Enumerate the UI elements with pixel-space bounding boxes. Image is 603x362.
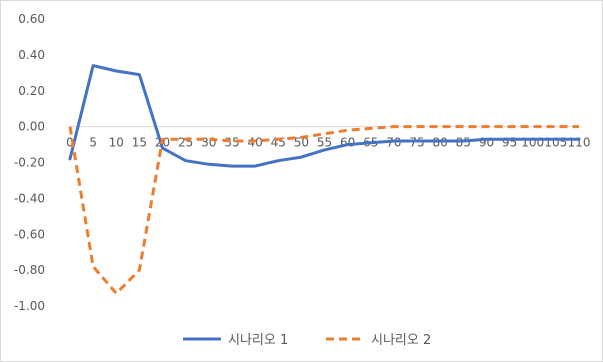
x-tick-label: 75	[409, 136, 424, 150]
y-tick-label: 0.20	[18, 84, 45, 98]
x-tick-label: 80	[433, 136, 448, 150]
x-tick-label: 60	[340, 136, 355, 150]
y-axis-labels: 0.60 0.40 0.20 0.00 -0.20 -0.40 -0.60 -0.80 -1.0…	[14, 12, 45, 313]
y-tick-label: 0.60	[18, 12, 45, 26]
x-tick-label: 50	[294, 136, 309, 150]
legend: 시나리오 1 시나리오 2	[183, 333, 431, 348]
x-tick-label: 85	[456, 136, 471, 150]
x-tick-label: 70	[386, 136, 401, 150]
x-tick-label: 10	[109, 136, 124, 150]
x-tick-label: 40	[247, 136, 262, 150]
series-line-1	[68, 64, 581, 168]
x-tick-label: 5	[89, 136, 97, 150]
x-tick-label: 0	[66, 136, 74, 150]
legend-label-1: 시나리오 1	[228, 333, 288, 348]
legend-label-2: 시나리오 2	[371, 333, 431, 348]
x-tick-label: 35	[224, 136, 239, 150]
y-tick-label: -0.20	[14, 156, 45, 170]
y-tick-label: -0.60	[14, 227, 45, 241]
y-tick-label: -0.40	[14, 191, 45, 205]
series-lines	[68, 64, 581, 295]
x-tick-label: 15	[132, 136, 147, 150]
x-tick-label: 55	[317, 136, 332, 150]
y-tick-label: 0.00	[18, 120, 45, 134]
y-tick-label: -1.00	[14, 299, 45, 313]
y-tick-label: -0.80	[14, 263, 45, 277]
series-line-2	[68, 125, 579, 295]
y-tick-label: 0.40	[18, 48, 45, 62]
